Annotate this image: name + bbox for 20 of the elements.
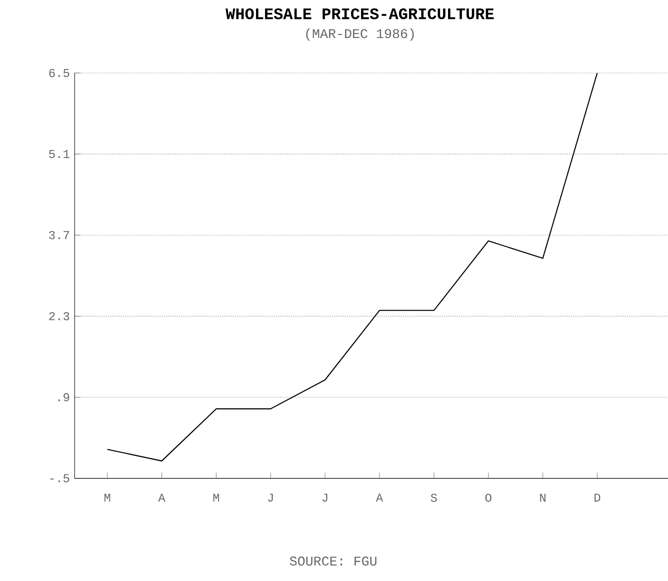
- x-tick-label: O: [485, 494, 492, 502]
- x-tick-label: A: [158, 494, 166, 502]
- x-tick-label: N: [540, 494, 546, 502]
- y-tick-label: 2.3: [49, 312, 70, 320]
- x-tick-label: J: [268, 494, 273, 502]
- x-tick-label: M: [213, 494, 220, 502]
- x-tick-label: A: [376, 494, 384, 502]
- y-tick-label: -.5: [50, 474, 70, 482]
- x-tick-label: D: [594, 494, 600, 502]
- x-tick-label: S: [430, 494, 437, 502]
- source-note: SOURCE: FGU: [290, 556, 376, 566]
- x-tick-label: M: [104, 494, 110, 502]
- chart-title: WHOLESALE PRICES-AGRICULTURE: [226, 8, 494, 20]
- y-tick-label: .9: [58, 393, 70, 402]
- line-series: [106, 72, 598, 462]
- x-tick-label: J: [322, 494, 328, 502]
- y-tick-label: 5.1: [49, 150, 70, 158]
- chart-subtitle: (MAR-DEC 1986): [306, 28, 414, 41]
- y-tick-label: 3.7: [49, 231, 70, 240]
- y-tick-label: 6.5: [49, 68, 70, 78]
